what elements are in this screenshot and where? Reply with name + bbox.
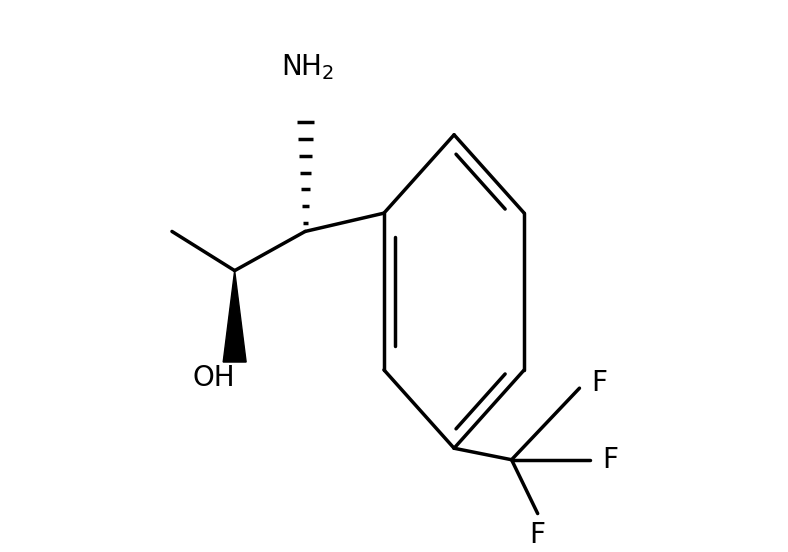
Polygon shape — [223, 270, 246, 362]
Text: F: F — [602, 445, 618, 474]
Text: NH$_2$: NH$_2$ — [281, 52, 334, 82]
Text: F: F — [530, 522, 545, 549]
Text: F: F — [591, 369, 608, 397]
Text: OH: OH — [192, 364, 235, 392]
